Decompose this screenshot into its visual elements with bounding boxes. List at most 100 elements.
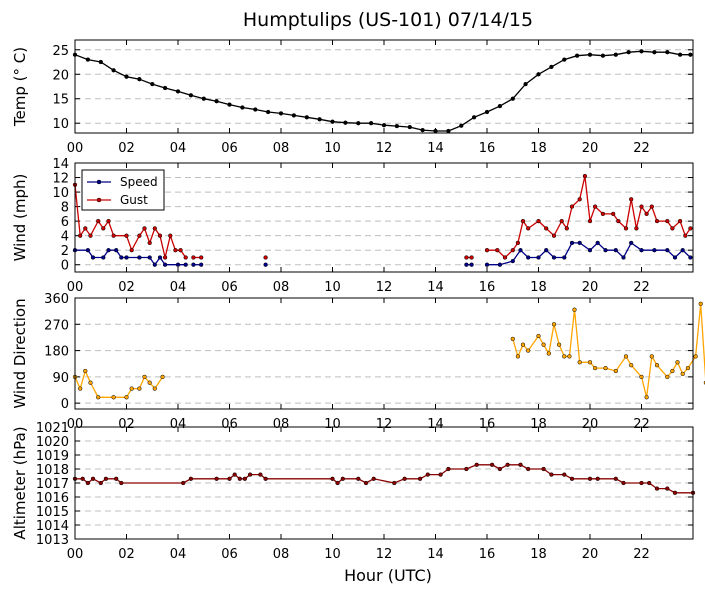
data-point-altimeter: [214, 476, 219, 481]
y-tick-label: 0: [61, 397, 69, 412]
data-point-temp: [304, 115, 309, 120]
x-tick-label: 14: [427, 547, 444, 562]
y-tick-label: 1016: [36, 491, 69, 506]
data-point-speed: [526, 255, 531, 260]
data-point-temp: [111, 68, 116, 73]
data-point-direction: [644, 395, 649, 400]
x-tick-label: 10: [324, 417, 341, 432]
data-point-speed: [621, 255, 626, 260]
data-point-speed: [85, 248, 91, 253]
data-point-direction: [592, 365, 598, 371]
data-point-direction: [654, 363, 660, 368]
data-point-direction: [551, 322, 557, 327]
x-tick-label: 14: [427, 417, 444, 432]
data-point-temp: [162, 85, 168, 91]
x-tick-label: 00: [67, 141, 84, 156]
data-point-speed: [90, 255, 96, 260]
legend-label-gust: Gust: [120, 193, 148, 207]
legend-label-speed: Speed: [120, 175, 158, 189]
data-point-gust: [634, 226, 639, 231]
x-tick-label: 22: [633, 417, 650, 432]
data-point-direction: [546, 351, 551, 356]
data-point-altimeter: [613, 476, 618, 481]
data-point-direction: [111, 395, 116, 400]
data-point-gust: [263, 255, 268, 260]
x-tick-label: 02: [118, 141, 135, 156]
data-point-direction: [88, 380, 93, 385]
data-point-altimeter: [247, 472, 253, 477]
data-point-gust: [129, 248, 134, 253]
data-point-direction: [587, 360, 593, 365]
data-point-temp: [214, 99, 219, 104]
data-point-gust: [654, 218, 660, 224]
data-point-speed: [562, 255, 567, 260]
data-point-gust: [178, 248, 183, 253]
data-point-speed: [629, 240, 634, 246]
data-point-altimeter: [569, 476, 575, 481]
data-point-altimeter: [425, 472, 430, 477]
x-tick-label: 12: [376, 141, 393, 156]
data-point-gust: [147, 240, 152, 246]
x-tick-label: 02: [118, 417, 135, 432]
data-point-gust: [564, 226, 569, 231]
data-point-gust: [142, 226, 147, 231]
data-point-direction: [96, 395, 101, 400]
x-tick-label: 04: [170, 280, 187, 295]
data-point-speed: [510, 258, 515, 264]
data-point-direction: [124, 395, 129, 400]
y-tick-label: 14: [52, 157, 69, 172]
x-tick-label: 12: [376, 280, 393, 295]
data-point-gust: [157, 233, 163, 238]
data-point-speed: [183, 262, 188, 267]
data-point-direction: [572, 307, 577, 312]
data-point-speed: [587, 248, 593, 253]
data-point-speed: [157, 255, 163, 260]
data-point-temp: [549, 64, 554, 70]
data-point-gust: [162, 255, 168, 260]
y-axis-label: Altimeter (hPa): [11, 426, 29, 539]
data-point-altimeter: [330, 476, 335, 481]
x-tick-label: 06: [221, 141, 238, 156]
y-tick-label: 12: [52, 172, 69, 187]
data-point-speed: [639, 248, 644, 253]
data-point-speed: [551, 255, 557, 260]
data-point-gust: [526, 226, 531, 231]
data-point-gust: [569, 204, 575, 209]
data-point-altimeter: [549, 472, 554, 477]
data-point-direction: [665, 374, 670, 380]
data-point-gust: [137, 233, 142, 238]
data-point-altimeter: [263, 476, 268, 481]
data-point-altimeter: [446, 466, 451, 472]
data-point-temp: [484, 109, 490, 115]
data-point-gust: [464, 255, 469, 260]
x-tick-label: 00: [67, 417, 84, 432]
data-point-altimeter: [672, 490, 678, 495]
data-point-speed: [152, 262, 157, 267]
data-point-altimeter: [242, 476, 248, 481]
data-point-altimeter: [654, 486, 660, 491]
x-tick-label: 14: [427, 141, 444, 156]
data-point-direction: [536, 333, 541, 339]
data-point-temp: [677, 52, 683, 57]
y-tick-label: 90: [52, 371, 69, 386]
data-point-speed: [119, 255, 124, 260]
data-point-altimeter: [340, 476, 345, 481]
data-point-temp: [626, 50, 631, 55]
data-point-temp: [278, 111, 284, 116]
data-point-altimeter: [464, 466, 469, 472]
data-point-gust: [199, 255, 204, 260]
x-tick-label: 04: [170, 547, 187, 562]
data-point-speed: [162, 262, 168, 267]
series-line-gust: [487, 175, 691, 259]
data-point-altimeter: [98, 480, 103, 486]
data-point-speed: [518, 248, 523, 253]
data-point-direction: [556, 342, 562, 347]
series-line-direction: [512, 303, 705, 398]
y-axis-label: Wind (mph): [11, 174, 29, 262]
data-point-direction: [83, 368, 88, 374]
data-point-gust: [515, 240, 521, 246]
axes-frame: [74, 297, 694, 410]
data-point-gust: [168, 233, 173, 238]
y-tick-label: 1014: [36, 519, 69, 534]
